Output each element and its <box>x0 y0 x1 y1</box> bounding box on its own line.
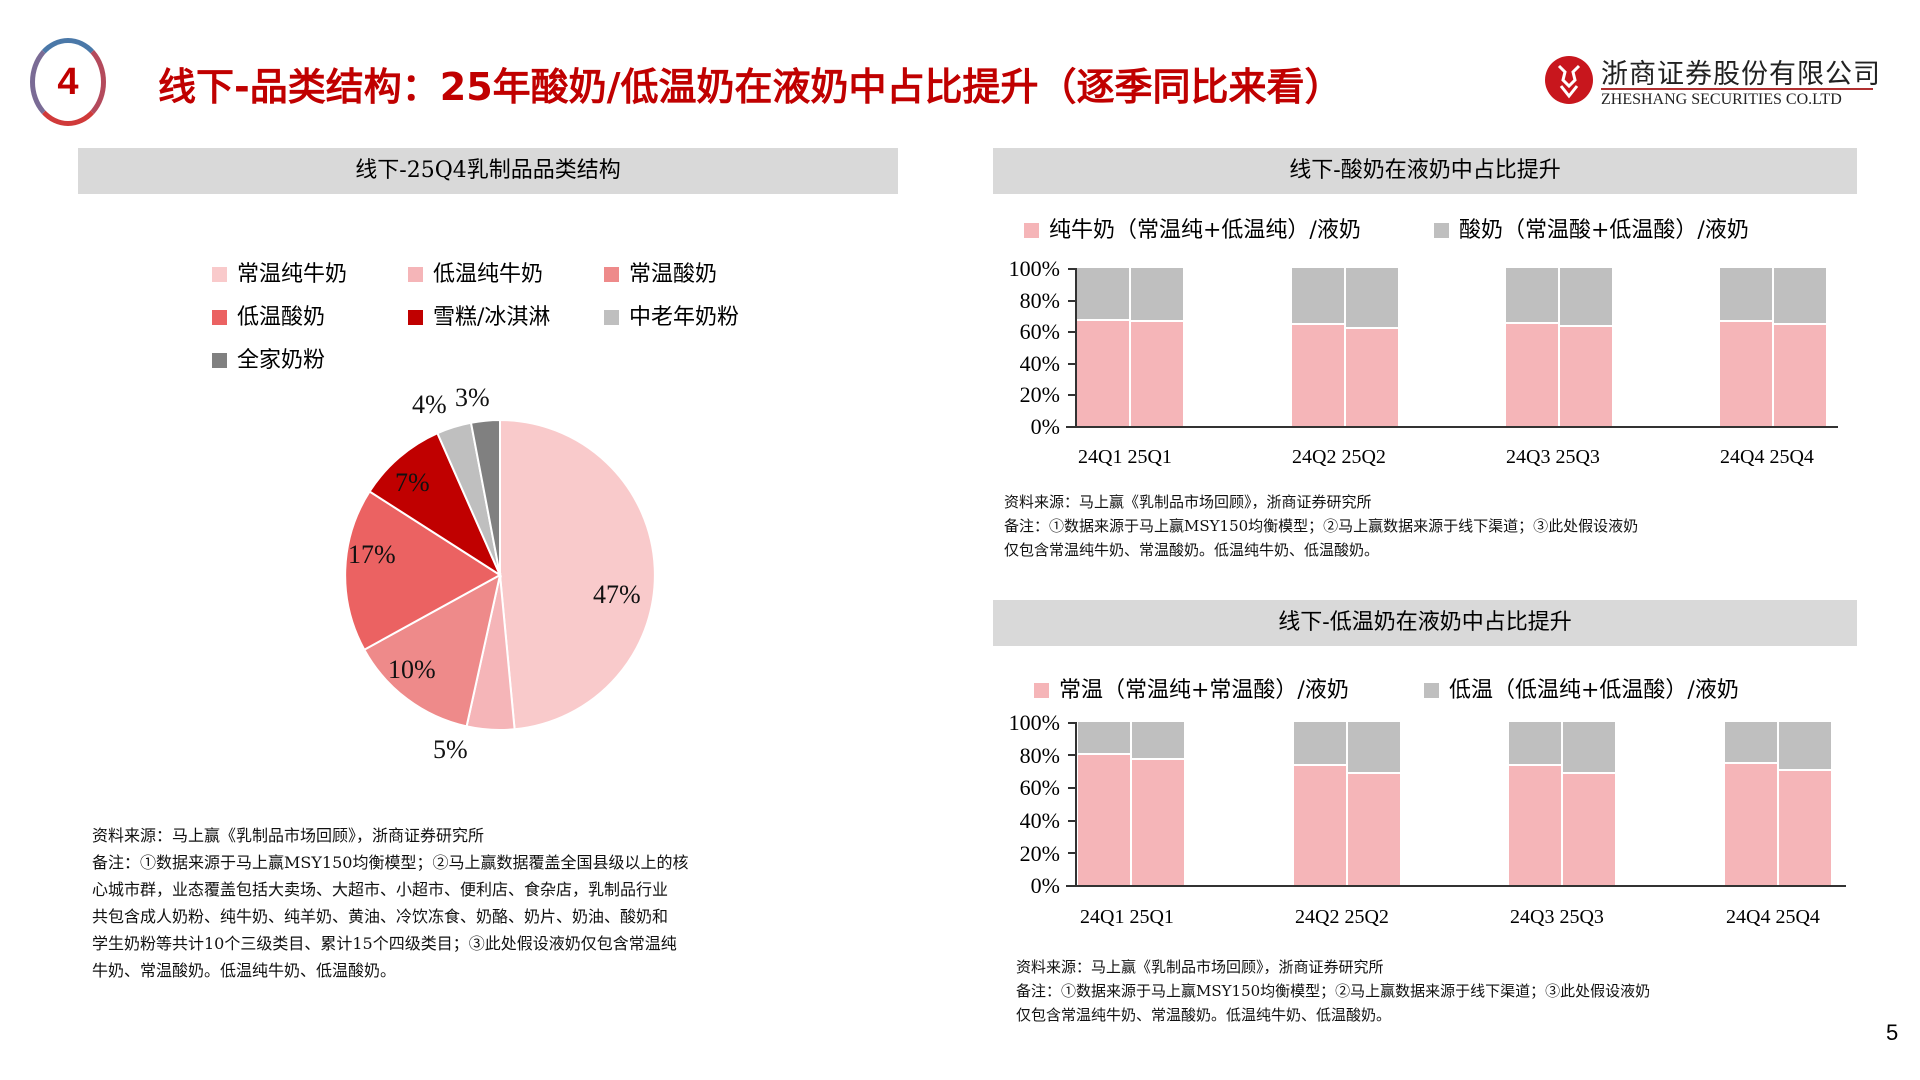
pie-svg <box>344 418 656 731</box>
x-axis <box>1066 426 1838 428</box>
bar-25Q4 <box>1774 268 1826 426</box>
yogurt-share-source-note: 资料来源：马上赢《乳制品市场回顾》，浙商证券研究所 备注：①数据来源于马上赢MS… <box>1004 493 1639 559</box>
bar-24Q3 <box>1509 721 1561 885</box>
pie-label-family-milk-powder: 3% <box>455 383 490 412</box>
pie-label-chilled-yogurt: 17% <box>348 540 396 569</box>
y-axis <box>1075 268 1077 428</box>
section-number-badge: 4 <box>30 38 106 126</box>
section-number: 4 <box>57 61 79 103</box>
yogurt-share-stacked-bar-chart: 100% 80% 60% 40% 20% 0% 24Q1 25Q1 24Q2 2… <box>990 256 1870 476</box>
bar-25Q1 <box>1131 268 1183 426</box>
bar-24Q4 <box>1720 268 1772 426</box>
pie-slice-family-milk-powder <box>469 418 501 576</box>
page-number: 5 <box>1886 1020 1899 1045</box>
legend-swatch <box>408 267 423 282</box>
bar-24Q1 <box>1078 721 1130 885</box>
legend-item: 中老年奶粉 <box>604 299 739 331</box>
pie-legend: 常温纯牛奶 低温纯牛奶 常温酸奶 低温酸奶 雪糕/冰淇淋 中老年奶粉 全家奶粉 <box>212 256 812 376</box>
chilled-share-stacked-bar-chart: 100% 80% 60% 40% 20% 0% 24Q1 25Q1 24Q2 2… <box>990 710 1870 940</box>
legend-item: 全家奶粉 <box>212 342 325 374</box>
pie-source-note: 资料来源：马上赢《乳制品市场回顾》，浙商证券研究所 备注：①数据来源于马上赢MS… <box>92 826 689 980</box>
legend-item: 酸奶（常温酸+低温酸）/液奶 <box>1434 212 1749 244</box>
bar-24Q4 <box>1725 721 1777 885</box>
legend-swatch <box>1024 223 1039 238</box>
chilled-share-legend: 常温（常温纯+常温酸）/液奶 低温（低温纯+低温酸）/液奶 <box>1034 672 1854 704</box>
legend-swatch <box>212 267 227 282</box>
yogurt-share-chart-title: 线下-酸奶在液奶中占比提升 <box>993 148 1857 194</box>
bar-24Q2 <box>1292 268 1344 426</box>
legend-swatch <box>212 353 227 368</box>
x-category-label: 24Q2 25Q2 <box>1292 446 1386 468</box>
chilled-share-chart-title: 线下-低温奶在液奶中占比提升 <box>993 600 1857 646</box>
legend-item: 低温（低温纯+低温酸）/液奶 <box>1424 672 1739 704</box>
legend-item: 低温纯牛奶 <box>408 256 543 288</box>
pie-label-chilled-milk: 5% <box>433 735 468 764</box>
slide-header: 4 线下-品类结构：25年酸奶/低温奶在液奶中占比提升（逐季同比来看） 浙商证券… <box>0 0 1920 140</box>
bar-24Q2 <box>1294 721 1346 885</box>
legend-swatch <box>212 310 227 325</box>
page-title: 线下-品类结构：25年酸奶/低温奶在液奶中占比提升（逐季同比来看） <box>158 65 1343 109</box>
yogurt-share-legend: 纯牛奶（常温纯+低温纯）/液奶 酸奶（常温酸+低温酸）/液奶 <box>1024 212 1844 244</box>
bar-25Q3 <box>1563 721 1615 885</box>
pie-slice-chilled-yogurt <box>344 490 502 652</box>
pie-label-ambient-yogurt: 10% <box>388 655 436 684</box>
logo-chinese-name: 浙商证券股份有限公司 <box>1601 59 1881 90</box>
logo-english-name: ZHESHANG SECURITIES CO.LTD <box>1601 91 1842 108</box>
legend-swatch <box>1424 683 1439 698</box>
x-category-label: 24Q3 25Q3 <box>1506 446 1600 468</box>
pie-label-ambient-milk: 47% <box>593 580 641 609</box>
pie-chart-title: 线下-25Q4乳制品品类结构 <box>78 148 898 194</box>
pie-label-ice-cream: 7% <box>395 468 430 497</box>
x-category-label: 24Q2 25Q2 <box>1295 906 1389 928</box>
legend-item: 常温纯牛奶 <box>212 256 347 288</box>
bar-24Q1 <box>1077 268 1129 426</box>
pie-slice-ambient-milk <box>499 418 656 731</box>
legend-swatch <box>1434 223 1449 238</box>
legend-item: 低温酸奶 <box>212 299 325 331</box>
legend-item: 纯牛奶（常温纯+低温纯）/液奶 <box>1024 212 1361 244</box>
legend-swatch <box>604 310 619 325</box>
legend-item: 雪糕/冰淇淋 <box>408 299 550 331</box>
legend-item: 常温酸奶 <box>604 256 717 288</box>
pie-label-senior-milk-powder: 4% <box>412 390 447 419</box>
logo-divider <box>1601 88 1873 90</box>
pie-slice-ambient-yogurt <box>362 573 502 728</box>
bar-24Q3 <box>1506 268 1558 426</box>
legend-swatch <box>1034 683 1049 698</box>
legend-item: 常温（常温纯+常温酸）/液奶 <box>1034 672 1349 704</box>
x-category-label: 24Q1 25Q1 <box>1080 906 1174 928</box>
logo-emblem-icon <box>1545 56 1593 104</box>
x-category-label: 24Q4 25Q4 <box>1720 446 1814 468</box>
pie-slice-ice-cream <box>368 431 503 578</box>
legend-swatch <box>408 310 423 325</box>
company-logo: 浙商证券股份有限公司 ZHESHANG SECURITIES CO.LTD <box>1545 52 1885 112</box>
x-category-label: 24Q3 25Q3 <box>1510 906 1604 928</box>
bar-25Q4 <box>1779 721 1831 885</box>
x-category-label: 24Q1 25Q1 <box>1078 446 1172 468</box>
pie-chart: 47% 5% 10% 17% 7% 4% 3% <box>330 380 670 764</box>
y-axis <box>1075 721 1077 887</box>
bar-25Q2 <box>1346 268 1398 426</box>
x-category-label: 24Q4 25Q4 <box>1726 906 1820 928</box>
x-axis <box>1066 885 1846 887</box>
bar-25Q1 <box>1132 721 1184 885</box>
bar-25Q2 <box>1348 721 1400 885</box>
legend-swatch <box>604 267 619 282</box>
chilled-share-source-note: 资料来源：马上赢《乳制品市场回顾》，浙商证券研究所 备注：①数据来源于马上赢MS… <box>1016 958 1651 1024</box>
bar-25Q3 <box>1560 268 1612 426</box>
